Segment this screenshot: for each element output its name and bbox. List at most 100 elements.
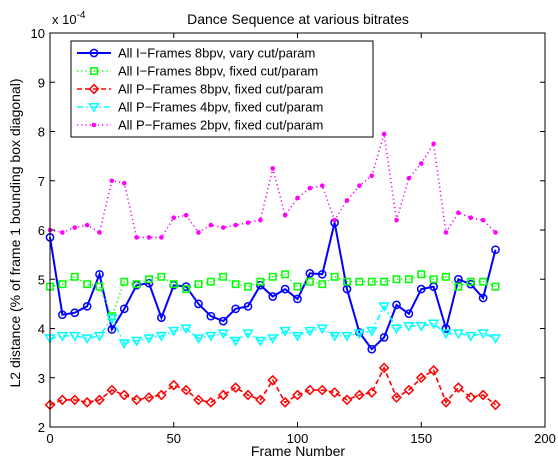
series-3	[44, 362, 501, 411]
data-point	[328, 331, 341, 342]
data-point	[490, 399, 501, 411]
data-point	[93, 331, 106, 342]
data-point	[478, 293, 488, 303]
data-point	[119, 304, 129, 314]
series-line	[49, 304, 496, 345]
legend-entry: All P−Frames 4bpv, fixed cut/param	[77, 100, 323, 115]
data-point	[242, 389, 254, 401]
data-point	[107, 325, 117, 334]
data-point	[416, 284, 426, 294]
data-point	[341, 394, 353, 406]
data-point	[268, 272, 277, 281]
data-point	[146, 235, 152, 240]
x-tick-label: 200	[534, 431, 556, 446]
data-point	[415, 321, 427, 332]
chart-title: Dance Sequence at various bitrates	[187, 11, 409, 27]
data-point	[466, 277, 475, 286]
data-point	[369, 173, 375, 179]
data-point	[242, 329, 254, 340]
y-exponent-power: -4	[77, 10, 86, 21]
data-point	[367, 344, 377, 354]
data-point	[392, 275, 401, 284]
data-point	[157, 272, 166, 281]
data-point	[380, 277, 389, 286]
legend-label: All P−Frames 2bpv, fixed cut/param	[118, 118, 323, 133]
data-point	[479, 277, 488, 286]
series-line	[49, 222, 497, 351]
data-point	[106, 384, 118, 396]
y-tick-label: 6	[38, 223, 45, 238]
data-point	[109, 178, 115, 184]
data-point	[254, 336, 267, 347]
series-1	[45, 218, 500, 354]
data-point	[403, 384, 415, 396]
data-point	[305, 268, 315, 278]
y-exponent-label: x 10-4	[52, 10, 86, 27]
data-point	[353, 329, 366, 340]
data-point	[292, 389, 303, 401]
legend-box	[70, 40, 374, 138]
data-point	[279, 397, 291, 408]
data-point	[392, 300, 401, 310]
data-point	[415, 372, 427, 384]
data-point	[60, 230, 65, 235]
legend-entry: All P−Frames 2bpv, fixed cut/param	[77, 118, 323, 133]
data-point	[465, 331, 477, 342]
legend-marker	[88, 83, 100, 95]
x-tick-label: 100	[287, 431, 309, 446]
data-point	[229, 336, 242, 347]
data-point	[84, 222, 90, 228]
data-point	[305, 277, 314, 286]
legend-entry: All I−Frames 8bpv, fixed cut/param	[77, 64, 318, 79]
data-point	[205, 331, 217, 342]
data-point	[83, 280, 92, 289]
data-point	[145, 275, 153, 284]
data-point	[268, 292, 278, 301]
data-point	[394, 217, 399, 223]
data-point	[155, 331, 168, 342]
series-5	[47, 131, 498, 240]
data-point	[366, 387, 378, 398]
data-point	[465, 392, 477, 403]
data-point	[194, 299, 203, 309]
data-point	[118, 389, 130, 401]
data-point	[442, 272, 450, 281]
data-point	[379, 333, 389, 342]
data-point	[230, 382, 241, 393]
series-2	[46, 270, 500, 321]
y-tick-label: 7	[38, 174, 45, 189]
data-point	[168, 326, 180, 337]
x-tick-label: 0	[46, 431, 53, 446]
data-point	[70, 308, 80, 318]
data-point	[180, 384, 192, 396]
data-point	[354, 389, 365, 401]
y-exponent-base: x 10	[52, 12, 77, 27]
data-point	[477, 329, 489, 340]
data-point	[293, 282, 302, 291]
data-point	[293, 294, 302, 304]
data-point	[390, 324, 403, 335]
data-point	[427, 319, 440, 330]
data-point	[231, 280, 240, 289]
data-point	[208, 222, 214, 228]
y-axis-label: L2 distance (% of frame 1 bounding box d…	[7, 79, 23, 388]
data-point	[130, 336, 143, 347]
data-point	[180, 324, 192, 335]
data-point	[159, 235, 164, 240]
legend-label: All I−Frames 8bpv, fixed cut/param	[118, 64, 318, 79]
data-point	[307, 185, 313, 191]
data-point	[317, 269, 327, 279]
data-point	[357, 183, 362, 188]
data-point	[454, 282, 463, 291]
data-point	[332, 217, 337, 223]
x-tick-label: 50	[167, 431, 181, 446]
data-point	[194, 280, 203, 289]
data-point	[282, 212, 288, 218]
data-point	[429, 275, 438, 284]
data-point	[366, 326, 378, 337]
data-point	[316, 324, 328, 335]
data-point	[118, 339, 130, 349]
data-point	[280, 284, 290, 294]
data-point	[431, 141, 436, 147]
